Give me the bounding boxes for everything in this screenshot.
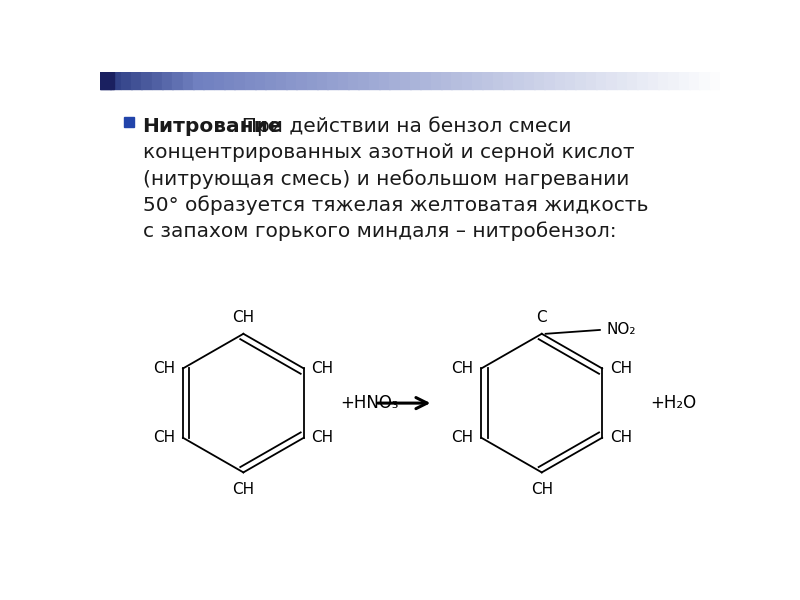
- Text: CH: CH: [232, 482, 254, 497]
- Bar: [100, 72, 114, 89]
- Bar: [699, 72, 710, 89]
- Bar: [638, 72, 649, 89]
- Bar: [152, 72, 162, 89]
- Bar: [317, 72, 328, 89]
- Bar: [462, 72, 473, 89]
- Bar: [596, 72, 607, 89]
- Bar: [110, 72, 122, 89]
- Bar: [296, 72, 307, 89]
- Bar: [379, 72, 390, 89]
- Text: CH: CH: [153, 430, 175, 445]
- Text: CH: CH: [530, 482, 553, 497]
- Text: концентрированных азотной и серной кислот: концентрированных азотной и серной кисло…: [142, 143, 634, 162]
- Bar: [276, 72, 286, 89]
- Bar: [348, 72, 359, 89]
- Bar: [430, 72, 442, 89]
- Bar: [493, 72, 504, 89]
- Bar: [534, 72, 545, 89]
- Bar: [338, 72, 349, 89]
- Bar: [678, 72, 690, 89]
- Text: CH: CH: [311, 430, 334, 445]
- Text: (нитрующая смесь) и небольшом нагревании: (нитрующая смесь) и небольшом нагревании: [142, 169, 629, 188]
- Bar: [286, 72, 297, 89]
- Bar: [514, 72, 525, 89]
- Text: +HNO₃: +HNO₃: [340, 394, 398, 412]
- Bar: [182, 72, 194, 89]
- Bar: [710, 72, 721, 89]
- Bar: [627, 72, 638, 89]
- Bar: [554, 72, 566, 89]
- Text: CH: CH: [610, 361, 632, 376]
- Bar: [689, 72, 700, 89]
- Bar: [245, 72, 256, 89]
- Bar: [648, 72, 658, 89]
- Bar: [306, 72, 318, 89]
- Text: CH: CH: [153, 361, 175, 376]
- Bar: [121, 72, 132, 89]
- Bar: [606, 72, 618, 89]
- Text: CH: CH: [311, 361, 334, 376]
- Bar: [214, 72, 225, 89]
- Bar: [162, 72, 173, 89]
- Text: 50° образуется тяжелая желтоватая жидкость: 50° образуется тяжелая желтоватая жидкос…: [142, 195, 648, 215]
- Bar: [658, 72, 669, 89]
- Bar: [358, 72, 370, 89]
- Bar: [503, 72, 514, 89]
- Bar: [586, 72, 597, 89]
- Text: . При действии на бензол смеси: . При действии на бензол смеси: [230, 116, 572, 136]
- Bar: [224, 72, 235, 89]
- Bar: [203, 72, 214, 89]
- Bar: [668, 72, 679, 89]
- Bar: [369, 72, 380, 89]
- Bar: [131, 72, 142, 89]
- Bar: [255, 72, 266, 89]
- Bar: [575, 72, 586, 89]
- Bar: [234, 72, 246, 89]
- Text: C: C: [537, 310, 547, 325]
- Bar: [390, 72, 401, 89]
- Bar: [266, 72, 277, 89]
- Bar: [565, 72, 576, 89]
- Bar: [410, 72, 421, 89]
- Bar: [142, 72, 153, 89]
- Bar: [327, 72, 338, 89]
- Text: CH: CH: [232, 310, 254, 325]
- Bar: [400, 72, 410, 89]
- Text: CH: CH: [451, 430, 474, 445]
- Bar: [617, 72, 628, 89]
- Bar: [451, 72, 462, 89]
- Text: +H₂O: +H₂O: [650, 394, 696, 412]
- Bar: [544, 72, 555, 89]
- Text: с запахом горького миндаля – нитробензол:: с запахом горького миндаля – нитробензол…: [142, 221, 616, 241]
- Text: NO₂: NO₂: [606, 322, 635, 337]
- Text: Нитрование: Нитрование: [142, 116, 282, 136]
- Bar: [472, 72, 483, 89]
- Text: CH: CH: [610, 430, 632, 445]
- Bar: [441, 72, 452, 89]
- Bar: [420, 72, 431, 89]
- Bar: [482, 72, 494, 89]
- Bar: [172, 72, 183, 89]
- Bar: [100, 72, 111, 89]
- Bar: [193, 72, 204, 89]
- Text: CH: CH: [451, 361, 474, 376]
- Bar: [524, 72, 534, 89]
